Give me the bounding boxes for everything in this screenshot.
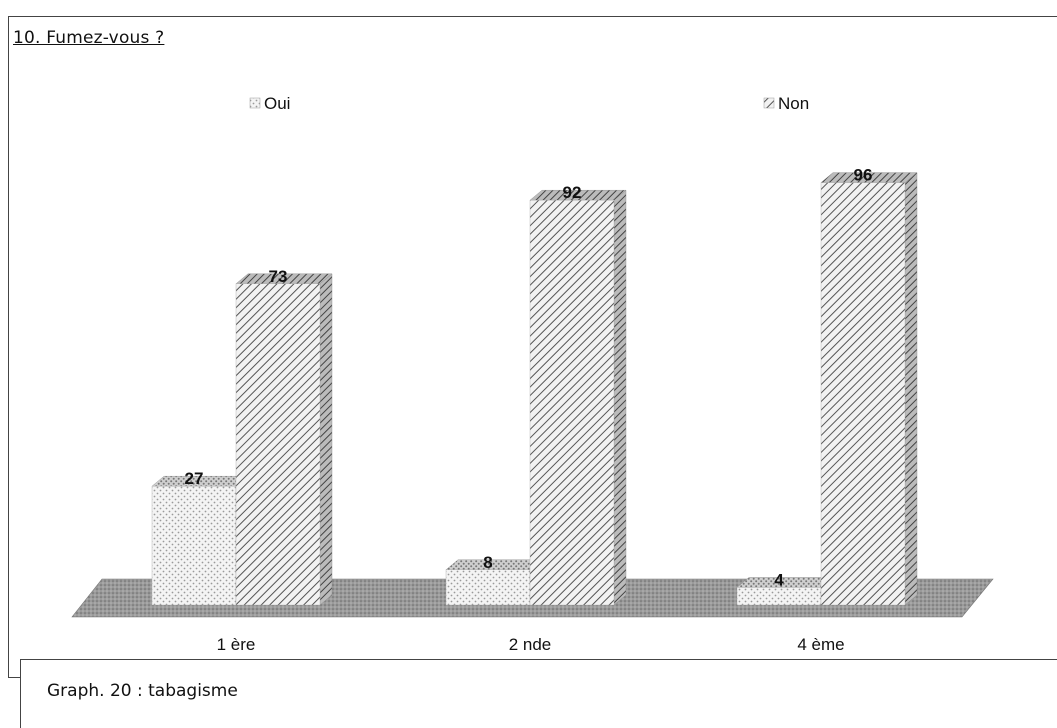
bar-front [736,587,822,606]
category-label: 2 nde [509,635,552,654]
bar-front [529,199,615,606]
legend-label-non: Non [778,94,809,113]
data-label: 27 [185,469,204,488]
bar-oui-1 [151,475,249,606]
data-label: 73 [269,267,288,286]
bar-front [820,182,906,606]
chart-title: 10. Fumez-vous ? [13,28,165,48]
bar-non-2 [529,189,627,606]
legend-swatch-non [763,97,775,109]
data-label: 96 [854,166,873,185]
bar-oui-2 [445,559,543,606]
legend-label-oui: Oui [264,94,290,113]
bar-front [235,283,321,606]
data-label: 8 [483,553,492,572]
bar-front [445,569,531,606]
category-label: 1 ère [217,635,256,654]
bar-top [445,559,543,570]
bar-front [151,486,237,606]
bar-non-3 [820,172,918,606]
chart-caption: Graph. 20 : tabagisme [47,681,238,701]
bar-oui-3 [736,576,834,606]
bar-side [319,273,333,606]
bar-non-1 [235,273,333,606]
caption-box: Graph. 20 : tabagisme [20,659,1057,728]
bar-side [904,172,918,606]
bars-group [151,172,918,606]
labels-group: 27 73 1 ère 8 92 2 nde 4 96 4 ème [185,166,873,654]
legend: Oui Non [249,94,809,113]
legend-swatch-oui [249,97,261,109]
category-label: 4 ème [797,635,844,654]
data-label: 4 [774,570,784,589]
bar-top [736,577,834,588]
bar-side [613,189,627,606]
data-label: 92 [563,183,582,202]
